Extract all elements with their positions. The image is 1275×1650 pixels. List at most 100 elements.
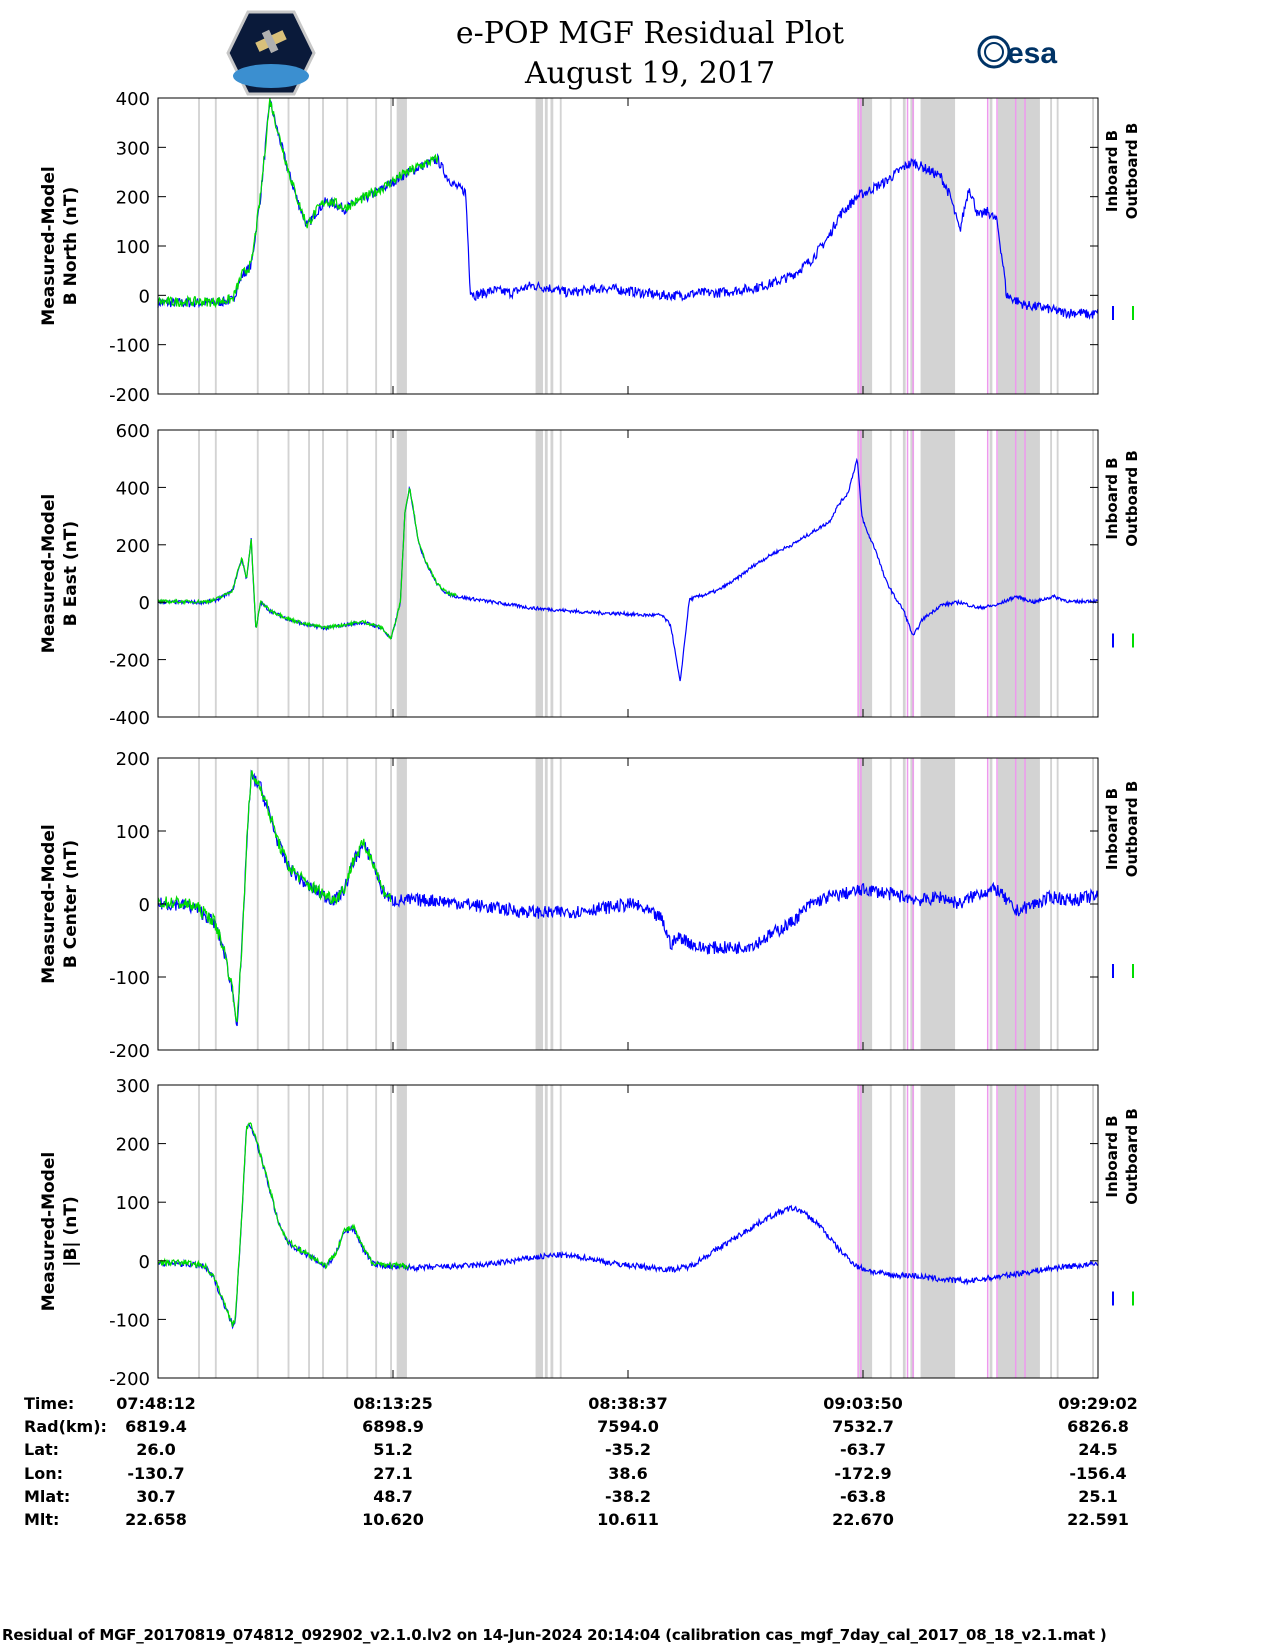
gap-band [889,758,892,1050]
gap-band [910,98,915,394]
legend-label: Inboard B [1103,788,1121,870]
gap-band [308,758,310,1050]
ephemeris-value: -172.9 [834,1464,892,1483]
ephemeris-value: 22.670 [832,1510,894,1529]
gap-band [920,430,956,717]
gap-band [550,1085,554,1378]
gap-band [544,430,548,717]
ephemeris-value: -156.4 [1069,1464,1127,1483]
ephemeris-value: 51.2 [373,1440,413,1459]
gap-band [1050,758,1053,1050]
ephemeris-row-label: Lat: [24,1440,60,1459]
legend-label: Outboard B [1123,781,1141,878]
gap-band [308,98,310,394]
outboard-b-series [157,97,439,309]
gap-band [544,758,548,1050]
y-tick-label: 300 [116,1076,150,1097]
y-tick-label: -100 [109,336,150,357]
y-tick-label: 300 [116,138,150,159]
ephemeris-value: 08:13:25 [353,1394,433,1413]
ephemeris-row-label: Mlat: [24,1487,71,1506]
ephemeris-value: 48.7 [373,1487,413,1506]
gap-band [902,758,906,1050]
gap-band [390,430,392,717]
ephemeris-value: 09:03:50 [823,1394,903,1413]
gap-band [375,98,378,394]
gap-band [902,430,906,717]
inboard-b-series [157,769,1099,1027]
gap-band [859,430,873,717]
gap-band [910,1085,915,1378]
gap-band [322,98,324,394]
ephemeris-value: 27.1 [373,1464,413,1483]
y-tick-label: 0 [139,1252,150,1273]
ephemeris-value: 24.5 [1078,1440,1118,1459]
gap-band [287,98,290,394]
gap-band [287,430,290,717]
y-tick-label: -200 [109,385,150,406]
gap-band [396,98,407,394]
gap-band [322,430,324,717]
gap-band [989,430,993,717]
gap-band [287,758,290,1050]
gap-band [544,98,548,394]
gap-band [989,98,993,394]
gap-band [550,758,554,1050]
gap-band [544,1085,548,1378]
y-tick-label: 100 [116,1193,150,1214]
axes-frame [157,97,1099,395]
gap-band [859,98,873,394]
y-tick-label: 400 [116,89,150,110]
gap-band [989,1085,993,1378]
y-tick-label: 100 [116,237,150,258]
gap-band [535,1085,544,1378]
gap-band [198,1085,200,1378]
gap-band [550,98,554,394]
ephemeris-row-label: Lon: [24,1464,63,1483]
ephemeris-value: 08:38:37 [588,1394,668,1413]
y-tick-label: -100 [109,1310,150,1331]
y-tick-label: 100 [116,822,150,843]
gap-band [1056,98,1059,394]
axes-frame [157,1084,1099,1379]
gap-band [920,758,956,1050]
gap-band [214,758,217,1050]
ephemeris-value: 22.591 [1067,1510,1129,1529]
legend-label: Inboard B [1103,1115,1121,1197]
legend-label: Inboard B [1103,457,1121,539]
axes-frame [157,429,1099,718]
gap-band [997,430,1040,717]
gap-band [1056,430,1059,717]
y-axis-label: B East (nT) [61,521,81,626]
y-axis-label: Measured-Model [39,1152,59,1311]
gap-band [859,758,873,1050]
y-tick-label: -400 [109,708,150,729]
plot-title: e-POP MGF Residual Plot [455,16,845,51]
gap-band [535,758,544,1050]
y-axis-label: B North (nT) [61,187,81,306]
gap-band [214,98,217,394]
y-tick-label: 600 [116,421,150,442]
gap-band [1050,98,1053,394]
y-axis-label: B Center (nT) [61,840,81,968]
ephemeris-value: 6826.8 [1067,1417,1129,1436]
ephemeris-value: 38.6 [608,1464,648,1483]
gap-band [1050,430,1053,717]
ephemeris-value: 7532.7 [832,1417,894,1436]
y-tick-label: -200 [109,1369,150,1390]
outboard-b-series [157,1122,410,1328]
gap-band [390,98,392,394]
outboard-b-series [157,770,392,1023]
y-axis-label: Measured-Model [39,166,59,325]
esa-logo-icon: esa [977,35,1057,70]
y-tick-label: 200 [116,1135,150,1156]
gap-band [198,430,200,717]
ephemeris-row-label: Time: [24,1394,75,1413]
gap-band [1092,430,1094,717]
inboard-b-series [157,99,1099,320]
gap-band [375,1085,378,1378]
ephemeris-value: -130.7 [127,1464,185,1483]
ephemeris-value: 10.611 [597,1510,659,1529]
gap-band [214,430,217,717]
y-axis-label: Measured-Model [39,494,59,653]
